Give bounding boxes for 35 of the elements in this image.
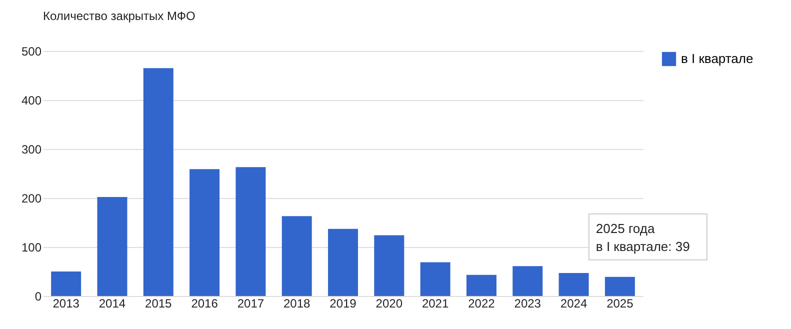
x-tick-label: 2023 bbox=[514, 296, 542, 310]
bar bbox=[97, 197, 128, 296]
y-tick-label: 300 bbox=[21, 142, 42, 156]
y-tick-label: 200 bbox=[21, 192, 42, 206]
y-tick-label: 0 bbox=[34, 290, 42, 304]
x-tick-label: 2024 bbox=[560, 296, 588, 310]
x-tick-label: 2019 bbox=[330, 296, 357, 310]
bar bbox=[282, 216, 312, 296]
x-tick-label: 2013 bbox=[52, 296, 80, 310]
chart-title: Количество закрытых МФО bbox=[43, 9, 196, 23]
bar bbox=[51, 272, 82, 296]
x-tick-label: 2022 bbox=[468, 296, 496, 310]
bar bbox=[328, 228, 358, 296]
bar bbox=[236, 167, 266, 296]
bar bbox=[143, 68, 174, 296]
legend-label: в I квартале bbox=[681, 51, 754, 66]
bar bbox=[604, 276, 635, 296]
y-tick-label: 100 bbox=[21, 240, 42, 254]
bar bbox=[420, 262, 450, 296]
bar bbox=[558, 272, 589, 296]
x-tick-label: 2017 bbox=[237, 296, 264, 310]
x-tick-label: 2025 bbox=[606, 296, 634, 310]
x-tick-label: 2016 bbox=[191, 296, 218, 310]
x-tick-label: 2020 bbox=[376, 296, 403, 310]
y-tick-label: 500 bbox=[21, 44, 42, 58]
bar bbox=[374, 235, 404, 296]
bar bbox=[512, 266, 543, 296]
y-tick-label: 400 bbox=[21, 94, 42, 108]
x-tick-label: 2014 bbox=[98, 296, 126, 310]
x-tick-label: 2021 bbox=[422, 296, 449, 310]
x-tick-label: 2018 bbox=[283, 296, 311, 310]
bar bbox=[466, 274, 496, 296]
annotation: 2025 года в I квартале: 39 bbox=[596, 220, 690, 254]
bar bbox=[190, 169, 220, 296]
x-tick-label: 2015 bbox=[145, 296, 172, 310]
